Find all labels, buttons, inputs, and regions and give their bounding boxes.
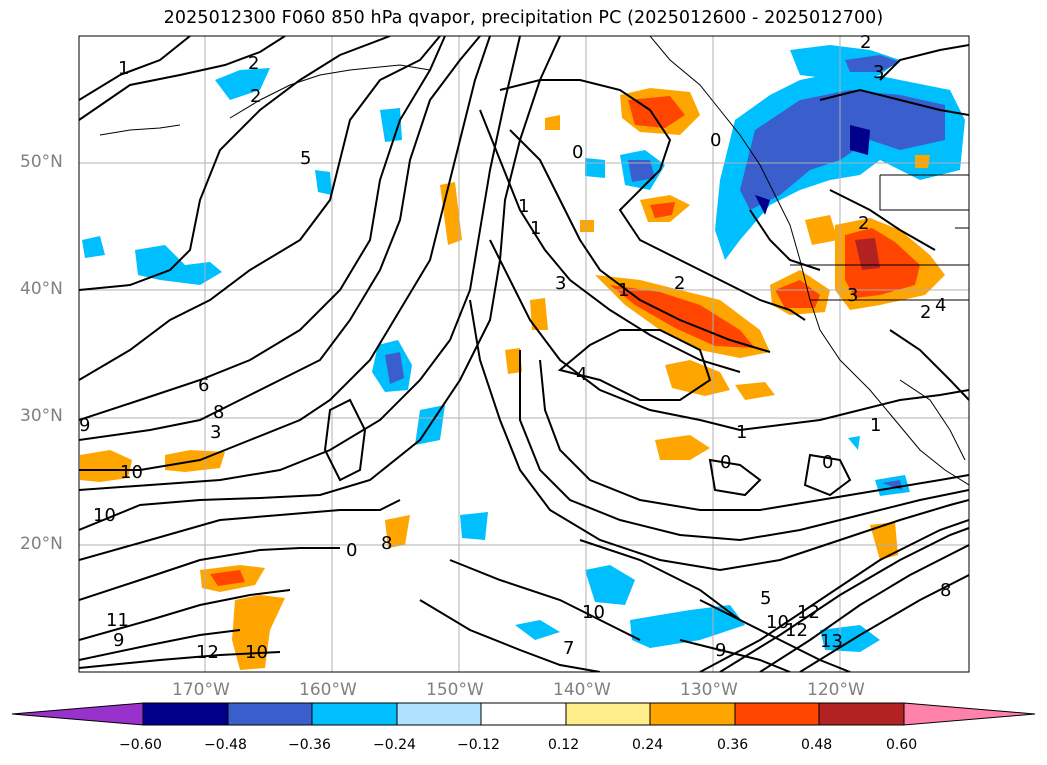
contour-value-label: 9 [113,630,125,651]
lon-label-130w: 130°W [680,680,738,700]
contour-value-label: 1 [118,58,130,79]
contour-value-label: 3 [210,422,222,443]
qvapor-contours [79,36,969,672]
contour-value-label: 3 [555,273,567,294]
contour-value-label: 1 [736,422,748,443]
contour-value-label: 0 [822,452,834,473]
contour-value-label: 10 [120,462,143,483]
contour-value-label: 5 [300,148,312,169]
plot-frame [78,35,970,673]
contour-value-label: 12 [785,620,808,641]
colorbar-tick: −0.12 [457,737,500,753]
contour-value-label: 1 [618,280,630,301]
contour-value-label: 10 [245,642,268,663]
contour-value-label: 6 [198,375,210,396]
colorbar-tick: −0.36 [288,737,331,753]
contour-value-label: 1 [518,196,530,217]
colorbar-tick: −0.48 [204,737,247,753]
contour-value-label: 13 [820,631,843,652]
colorbar-tick: 0.48 [801,737,833,753]
contour-value-label: 0 [572,142,584,163]
contour-value-label: 5 [760,588,772,609]
contour-value-label: 0 [346,540,358,561]
contour-value-label: 12 [797,602,820,623]
colorbar-tick: 0.12 [548,737,580,753]
lon-label-140w: 140°W [553,680,611,700]
contour-value-label: 0 [720,452,732,473]
contour-value-label: 1 [870,415,882,436]
plot-area [79,36,969,672]
contour-value-label: 7 [563,638,575,659]
contour-value-label: 0 [710,130,722,151]
contour-value-label: 2 [920,302,932,323]
lat-label-40n: 40°N [20,279,63,299]
contour-value-label: 2 [860,32,872,53]
contour-value-label: 12 [196,642,219,663]
contour-value-label: 8 [940,580,952,601]
contour-value-label: 10 [766,612,789,633]
precip-shading [80,45,965,670]
lat-label-50n: 50°N [20,152,63,172]
contour-value-label: 2 [674,273,686,294]
contour-value-label: 8 [381,533,393,554]
contour-value-label: 4 [576,364,588,385]
lon-label-150w: 150°W [426,680,484,700]
contour-value-label: 4 [935,295,947,316]
colorbar-tick: 0.24 [632,737,664,753]
colorbar-tick: −0.24 [373,737,416,753]
contour-value-label: 10 [582,602,605,623]
contour-value-label: 11 [106,610,129,631]
colorbar-tick: 0.60 [886,737,918,753]
lat-label-20n: 20°N [20,534,63,554]
contour-value-label: 9 [79,415,91,436]
colorbar [11,702,1036,726]
contour-value-label: 10 [93,505,116,526]
contour-value-label: 2 [248,53,260,74]
contour-value-label: 1 [530,218,542,239]
coastlines [99,36,969,486]
contour-value-label: 3 [847,285,859,306]
lat-label-30n: 30°N [20,406,63,426]
contour-value-label: 9 [715,640,727,661]
contour-value-label: 3 [873,62,885,83]
lon-label-170w: 170°W [172,680,230,700]
contour-value-label: 2 [250,86,262,107]
lon-label-120w: 120°W [807,680,865,700]
lon-label-160w: 160°W [299,680,357,700]
contour-value-label: 8 [213,402,225,423]
colorbar-tick: 0.36 [717,737,749,753]
chart-title: 2025012300 F060 850 hPa qvapor, precipit… [163,8,884,28]
contour-value-label: 2 [858,213,870,234]
colorbar-tick: −0.60 [119,737,162,753]
